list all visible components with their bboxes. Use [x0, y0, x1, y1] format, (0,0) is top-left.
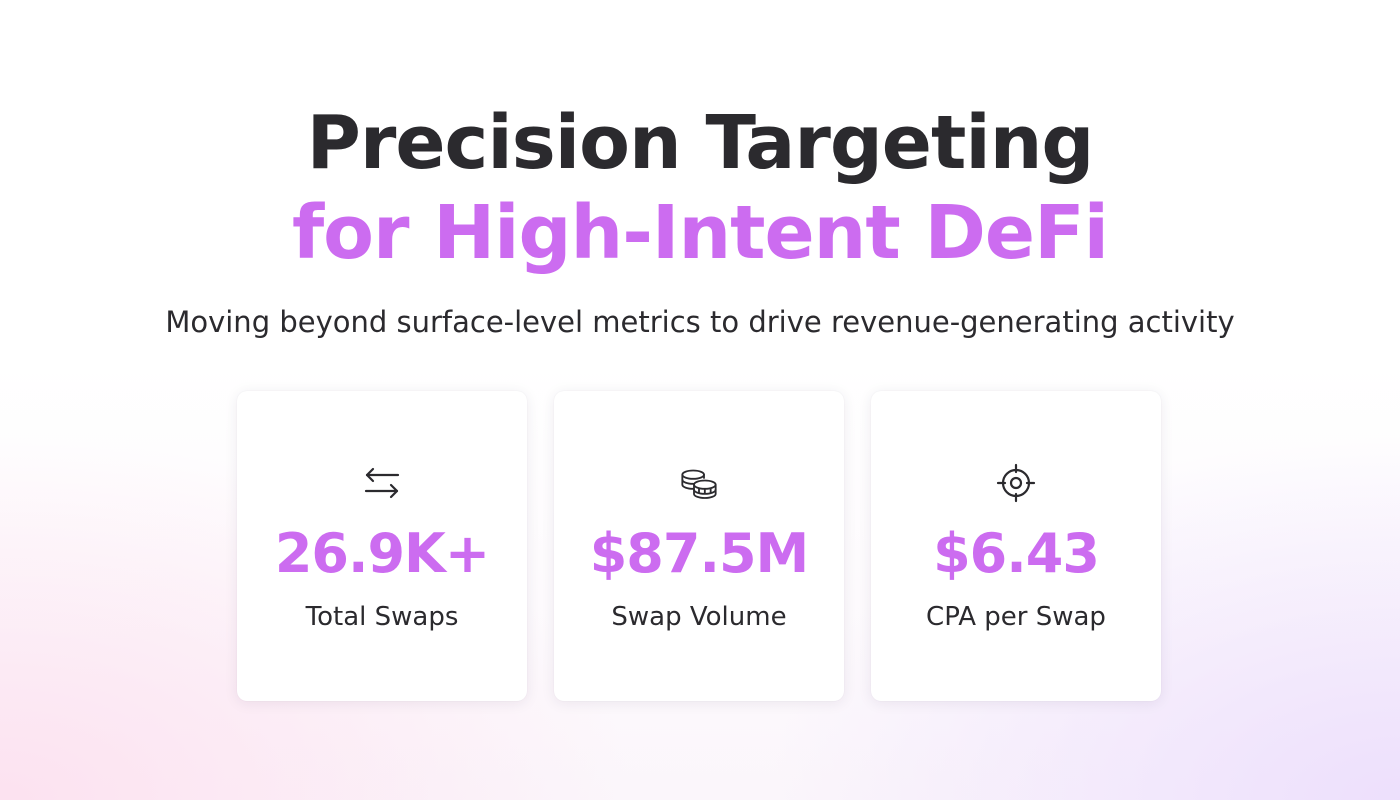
stat-label: Swap Volume	[611, 602, 787, 632]
stat-value: 26.9K+	[274, 522, 490, 585]
stat-value: $87.5M	[589, 522, 810, 585]
page-subtitle: Moving beyond surface-level metrics to d…	[165, 305, 1235, 339]
stat-card-total-swaps: 26.9K+ Total Swaps	[237, 391, 527, 701]
swap-arrows-icon	[362, 463, 402, 503]
stat-value: $6.43	[933, 522, 1100, 585]
coins-icon	[679, 463, 719, 503]
crosshair-target-icon	[996, 463, 1036, 503]
stat-card-swap-volume: $87.5M Swap Volume	[554, 391, 844, 701]
stat-card-cpa-per-swap: $6.43 CPA per Swap	[871, 391, 1161, 701]
page-title-accent: for High-Intent DeFi	[291, 190, 1109, 276]
page-title: Precision Targeting	[306, 100, 1095, 186]
stat-label: CPA per Swap	[926, 602, 1106, 632]
stat-label: Total Swaps	[305, 602, 459, 632]
